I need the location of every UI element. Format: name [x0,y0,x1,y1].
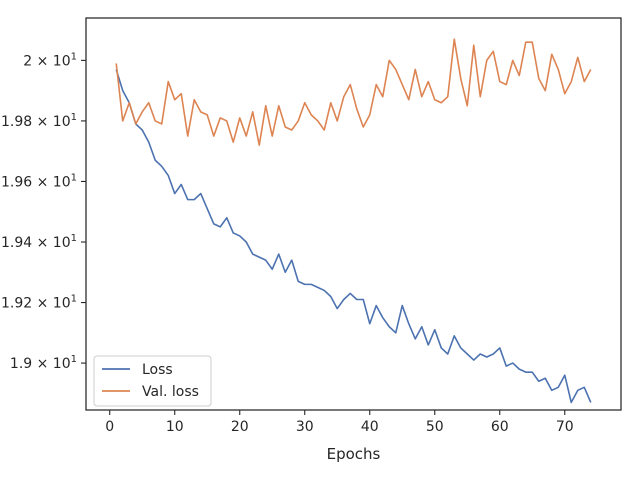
y-axis-ticks: 1.9 × 101 1.92 × 101 1.94 × 101 1.96 × 101 1… [1,51,86,372]
y-tick-label: 2 × 101 [23,51,77,69]
y-tick-label: 1.98 × 101 [1,112,77,130]
legend: Loss Val. loss [93,355,212,407]
plot-lines [115,38,592,404]
y-tick-label: 1.94 × 101 [1,233,77,251]
x-tick-label: 50 [426,419,444,435]
series-line-val-loss [115,38,592,146]
x-tick-label: 40 [361,419,379,435]
x-tick-label: 60 [491,419,509,435]
x-axis-ticks: 0 10 20 30 40 50 60 70 [105,410,574,435]
legend-label: Val. loss [142,384,199,400]
x-axis-label: Epochs [327,445,381,463]
x-tick-label: 30 [296,419,314,435]
series-line-loss [115,69,592,404]
x-tick-label: 70 [556,419,574,435]
y-tick-label: 1.92 × 101 [1,294,77,312]
x-tick-label: 0 [105,419,114,435]
x-tick-label: 10 [166,419,184,435]
y-tick-label: 1.9 × 101 [10,354,77,372]
x-tick-label: 20 [231,419,249,435]
axes-frame [85,17,622,411]
legend-label: Loss [142,362,173,378]
y-tick-label: 1.96 × 101 [1,172,77,190]
